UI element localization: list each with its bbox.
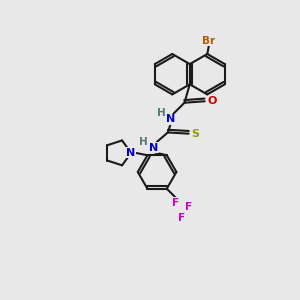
Text: F: F [172, 198, 179, 208]
Text: N: N [149, 143, 158, 153]
Text: F: F [185, 202, 192, 212]
Text: F: F [178, 213, 185, 223]
Text: H: H [158, 108, 166, 118]
Text: S: S [192, 129, 200, 139]
Text: N: N [166, 114, 176, 124]
Text: Br: Br [202, 36, 215, 46]
Text: O: O [207, 96, 217, 106]
Text: H: H [139, 137, 148, 147]
Text: N: N [127, 148, 136, 158]
